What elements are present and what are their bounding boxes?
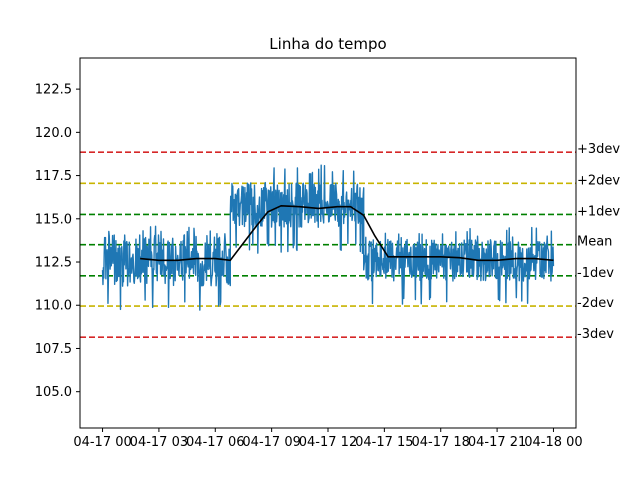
y-tick-label: 120.0 bbox=[35, 126, 72, 141]
y-tick-label: 107.5 bbox=[35, 342, 72, 357]
y-axis: 105.0 107.5 110.0 112.5 115.0 117.5 120.0 122.5 bbox=[35, 83, 80, 400]
reference-line-label: +1dev bbox=[577, 204, 620, 219]
y-tick-label: 105.0 bbox=[35, 385, 72, 400]
series-layer bbox=[101, 164, 555, 311]
y-tick-label: 115.0 bbox=[35, 212, 72, 227]
series-line-moving-average bbox=[140, 205, 554, 262]
x-tick-label: 04-17 12 bbox=[299, 435, 357, 450]
x-tick-label: 04-17 15 bbox=[355, 435, 413, 450]
y-tick-label: 122.5 bbox=[35, 83, 72, 98]
y-tick-label: 117.5 bbox=[35, 169, 72, 184]
x-tick-label: 04-17 00 bbox=[73, 435, 131, 450]
x-tick-label: 04-17 18 bbox=[412, 435, 470, 450]
x-tick-label: 04-18 00 bbox=[524, 435, 582, 450]
series-line-raw bbox=[101, 164, 555, 311]
reference-line-label: Mean bbox=[577, 235, 612, 250]
y-tick-label: 112.5 bbox=[35, 256, 72, 271]
reference-line-label: +3dev bbox=[577, 142, 620, 157]
x-tick-label: 04-17 03 bbox=[130, 435, 188, 450]
y-tick-label: 110.0 bbox=[35, 299, 72, 314]
x-tick-label: 04-17 21 bbox=[468, 435, 526, 450]
reference-line-label: -3dev bbox=[577, 327, 614, 342]
reference-line-labels: +3dev +2dev +1dev Mean -1dev -2dev -3dev bbox=[577, 142, 620, 342]
reference-line-label: -2dev bbox=[577, 296, 614, 311]
x-tick-label: 04-17 06 bbox=[186, 435, 244, 450]
reference-line-label: +2dev bbox=[577, 173, 620, 188]
chart-title: Linha do tempo bbox=[269, 35, 386, 53]
reference-line-label: -1dev bbox=[577, 266, 614, 281]
x-tick-label: 04-17 09 bbox=[242, 435, 300, 450]
